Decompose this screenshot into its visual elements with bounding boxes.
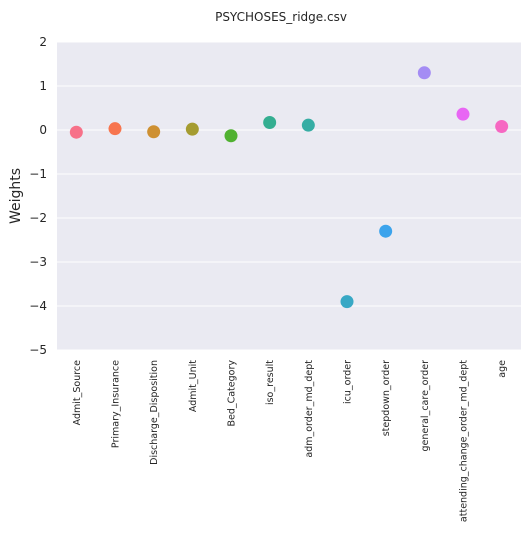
data-points xyxy=(69,66,509,309)
y-tick-label: −1 xyxy=(29,167,47,181)
x-tick-label: Bed_Category xyxy=(227,360,238,427)
y-tick-label: −3 xyxy=(29,255,47,269)
data-point xyxy=(263,116,277,130)
data-point xyxy=(147,125,161,139)
x-tick-label: adm_order_md_dept xyxy=(304,360,315,458)
data-point xyxy=(456,107,470,121)
x-tick-label: attending_change_order_md_dept xyxy=(459,360,470,522)
x-tick-labels: Admit_Source Primary_Insurance Discharge_D… xyxy=(72,360,508,522)
x-tick-label: Admit_Source xyxy=(72,360,83,426)
x-tick-label: Admit_Unit xyxy=(188,360,199,412)
x-tick-label: iso_result xyxy=(265,360,276,405)
x-tick-label: Discharge_Disposition xyxy=(149,360,160,465)
data-point xyxy=(495,119,509,133)
plot-area xyxy=(57,42,521,350)
data-point xyxy=(108,122,122,136)
x-tick-label: general_care_order xyxy=(420,360,431,452)
y-tick-label: 1 xyxy=(39,79,47,93)
y-tick-label: −5 xyxy=(29,343,47,357)
y-tick-labels: 2 1 0 −1 −2 −3 −4 −5 xyxy=(29,35,47,357)
data-point xyxy=(301,118,315,132)
y-tick-label: −2 xyxy=(29,211,47,225)
y-tick-label: 2 xyxy=(39,35,47,49)
x-tick-label: icu_order xyxy=(343,360,354,404)
y-tick-label: −4 xyxy=(29,299,47,313)
y-axis-label: Weights xyxy=(8,168,24,224)
data-point xyxy=(417,66,431,80)
gridlines xyxy=(57,41,521,351)
data-point xyxy=(224,129,238,143)
data-point xyxy=(379,224,393,238)
chart-title: PSYCHOSES_ridge.csv xyxy=(215,10,347,24)
data-point xyxy=(69,125,83,139)
x-tick-label: age xyxy=(497,360,508,378)
data-point xyxy=(340,295,354,309)
y-tick-label: 0 xyxy=(39,123,47,137)
x-tick-label: stepdown_order xyxy=(381,360,392,436)
data-point xyxy=(185,122,199,136)
x-tick-label: Primary_Insurance xyxy=(111,360,122,448)
